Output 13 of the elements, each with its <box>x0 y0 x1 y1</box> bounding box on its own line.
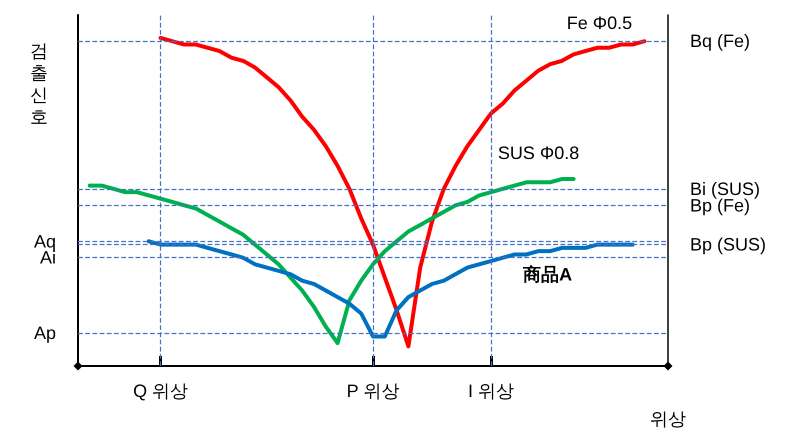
ref-line-label: Bp (SUS) <box>690 234 766 255</box>
ref-line-label: Bi (SUS) <box>690 178 760 199</box>
ref-line-label: Ap <box>34 323 56 344</box>
series-label: SUS Φ0.8 <box>498 143 580 164</box>
x-tick-label: Q 위상 <box>133 381 188 401</box>
x-tick-label: P 위상 <box>346 381 400 401</box>
ref-line-label: Aq <box>34 231 56 252</box>
x-tick-label: I 위상 <box>468 381 514 401</box>
x-axis-title: 위상 <box>650 409 686 428</box>
y-axis-title: 검출신호 <box>30 41 48 127</box>
ref-line-label: Bq (Fe) <box>690 31 750 52</box>
series-label: Fe Φ0.5 <box>566 13 632 34</box>
series-label: 商品A <box>522 264 572 285</box>
